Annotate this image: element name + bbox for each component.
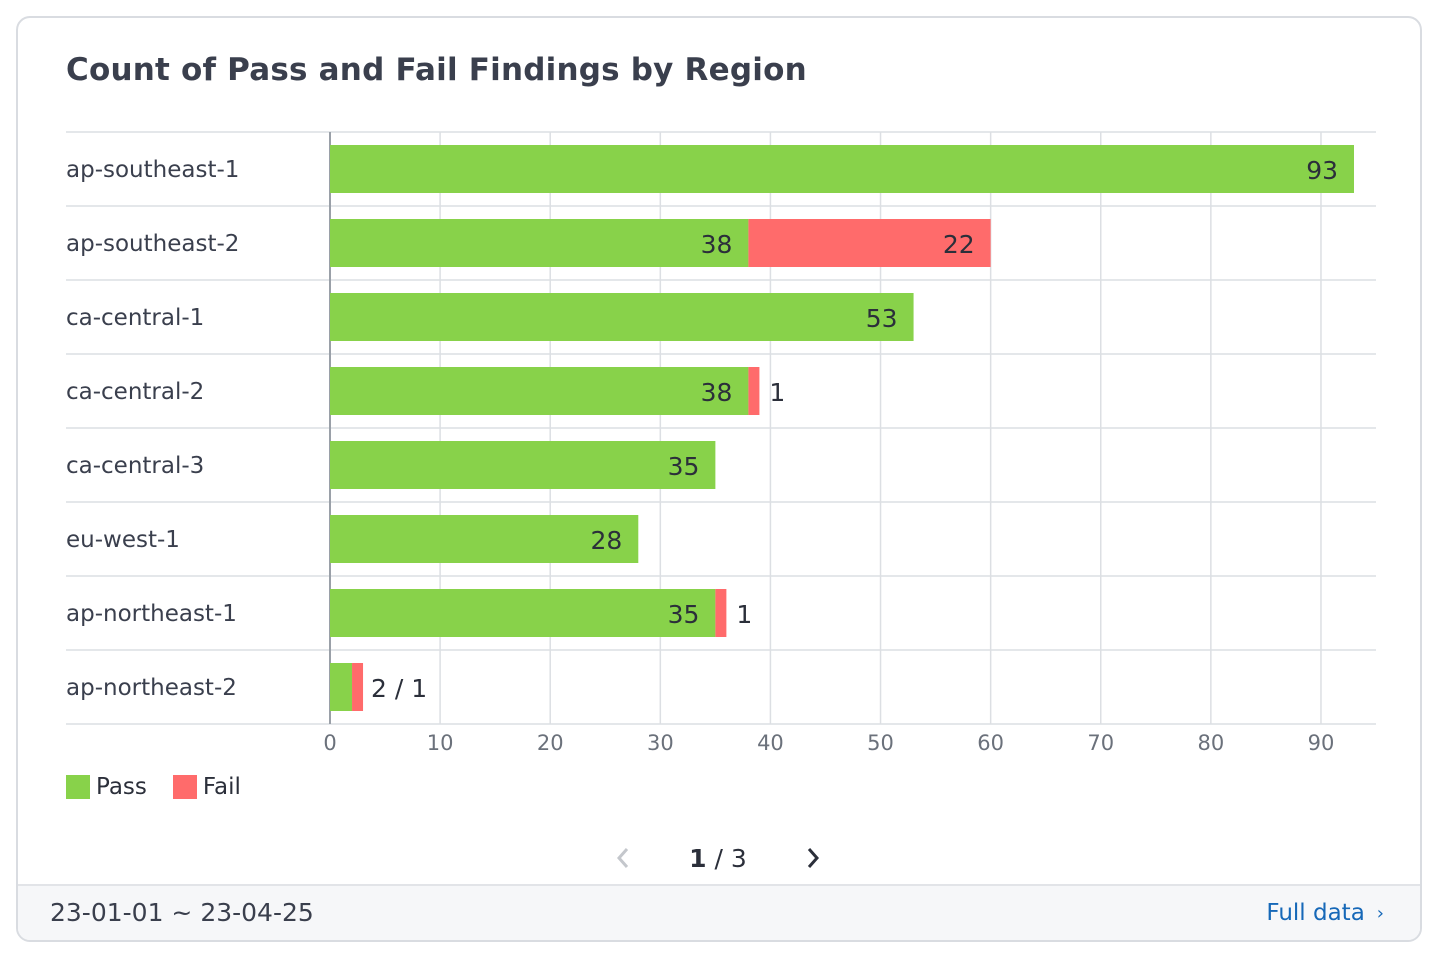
legend-label-pass: Pass xyxy=(96,774,147,800)
category-label: ap-northeast-2 xyxy=(66,675,237,701)
legend-label-fail: Fail xyxy=(202,774,241,800)
chart-card: Count of Pass and Fail Findings by Regio… xyxy=(16,16,1422,942)
data-label: 1 xyxy=(769,378,785,407)
total-pages: 3 xyxy=(730,843,747,873)
x-tick-label: 60 xyxy=(977,731,1004,755)
x-tick-label: 30 xyxy=(647,731,674,755)
prev-page-button[interactable] xyxy=(608,843,638,873)
x-tick-label: 50 xyxy=(867,731,894,755)
data-label: 28 xyxy=(590,526,622,555)
bar-pass[interactable] xyxy=(330,219,749,267)
data-label: 22 xyxy=(943,230,975,259)
bar-pass[interactable] xyxy=(330,441,716,489)
chevron-left-icon xyxy=(616,848,629,868)
bar-chart: 0 10 20 30 40 50 60 70 80 90 ap-southeast-1 93 ap-so… xyxy=(66,131,1376,755)
category-label: ap-northeast-1 xyxy=(66,601,237,627)
data-label: 2 / 1 xyxy=(371,674,427,703)
bar-pass[interactable] xyxy=(330,589,716,637)
category-label: ca-central-2 xyxy=(66,379,204,405)
data-label: 38 xyxy=(701,230,733,259)
next-page-button[interactable] xyxy=(798,843,828,873)
x-tick-label: 0 xyxy=(323,731,336,755)
category-label: ap-southeast-1 xyxy=(66,157,239,183)
x-tick-label: 80 xyxy=(1197,731,1224,755)
legend-swatch-pass xyxy=(66,775,90,799)
data-label: 93 xyxy=(1306,156,1338,185)
data-label: 1 xyxy=(736,600,752,629)
bar-fail[interactable] xyxy=(352,663,364,711)
category-label: eu-west-1 xyxy=(66,527,180,553)
bar-pass[interactable] xyxy=(330,145,1354,193)
pagination: 1 / 3 xyxy=(608,838,828,878)
chart-legend: Pass Fail xyxy=(66,774,267,800)
bar-fail[interactable] xyxy=(748,219,991,267)
category-label: ca-central-3 xyxy=(66,453,204,479)
bar-pass[interactable] xyxy=(330,293,914,341)
current-page: 1 xyxy=(689,843,707,873)
legend-swatch-fail xyxy=(172,775,197,799)
category-label: ca-central-1 xyxy=(66,305,204,331)
data-label: 35 xyxy=(668,452,700,481)
data-label: 35 xyxy=(668,600,700,629)
chevron-right-icon xyxy=(807,848,820,868)
category-label: ap-southeast-2 xyxy=(66,231,239,257)
bar-pass[interactable] xyxy=(330,663,353,711)
x-tick-label: 20 xyxy=(537,731,564,755)
card-footer: 23-01-01 ~ 23-04-25 Full data › xyxy=(18,884,1420,940)
bar-pass[interactable] xyxy=(330,367,749,415)
date-range: 23-01-01 ~ 23-04-25 xyxy=(50,898,314,927)
bar-fail[interactable] xyxy=(748,367,760,415)
data-label: 53 xyxy=(866,304,898,333)
x-tick-label: 40 xyxy=(757,731,784,755)
data-label: 38 xyxy=(701,378,733,407)
page-indicator: 1 / 3 xyxy=(689,844,747,873)
legend-item-fail[interactable]: Fail xyxy=(172,774,241,800)
x-tick-label: 10 xyxy=(427,731,454,755)
x-tick-label: 70 xyxy=(1087,731,1114,755)
chart-title: Count of Pass and Fail Findings by Regio… xyxy=(66,52,807,88)
page-separator: / xyxy=(714,843,723,873)
full-data-link[interactable]: Full data › xyxy=(1266,900,1384,926)
full-data-label: Full data xyxy=(1266,900,1365,926)
bar-pass[interactable] xyxy=(330,515,639,563)
legend-item-pass[interactable]: Pass xyxy=(66,774,147,800)
chevron-right-icon: › xyxy=(1376,902,1384,924)
bar-fail[interactable] xyxy=(715,589,727,637)
x-tick-label: 90 xyxy=(1308,731,1335,755)
